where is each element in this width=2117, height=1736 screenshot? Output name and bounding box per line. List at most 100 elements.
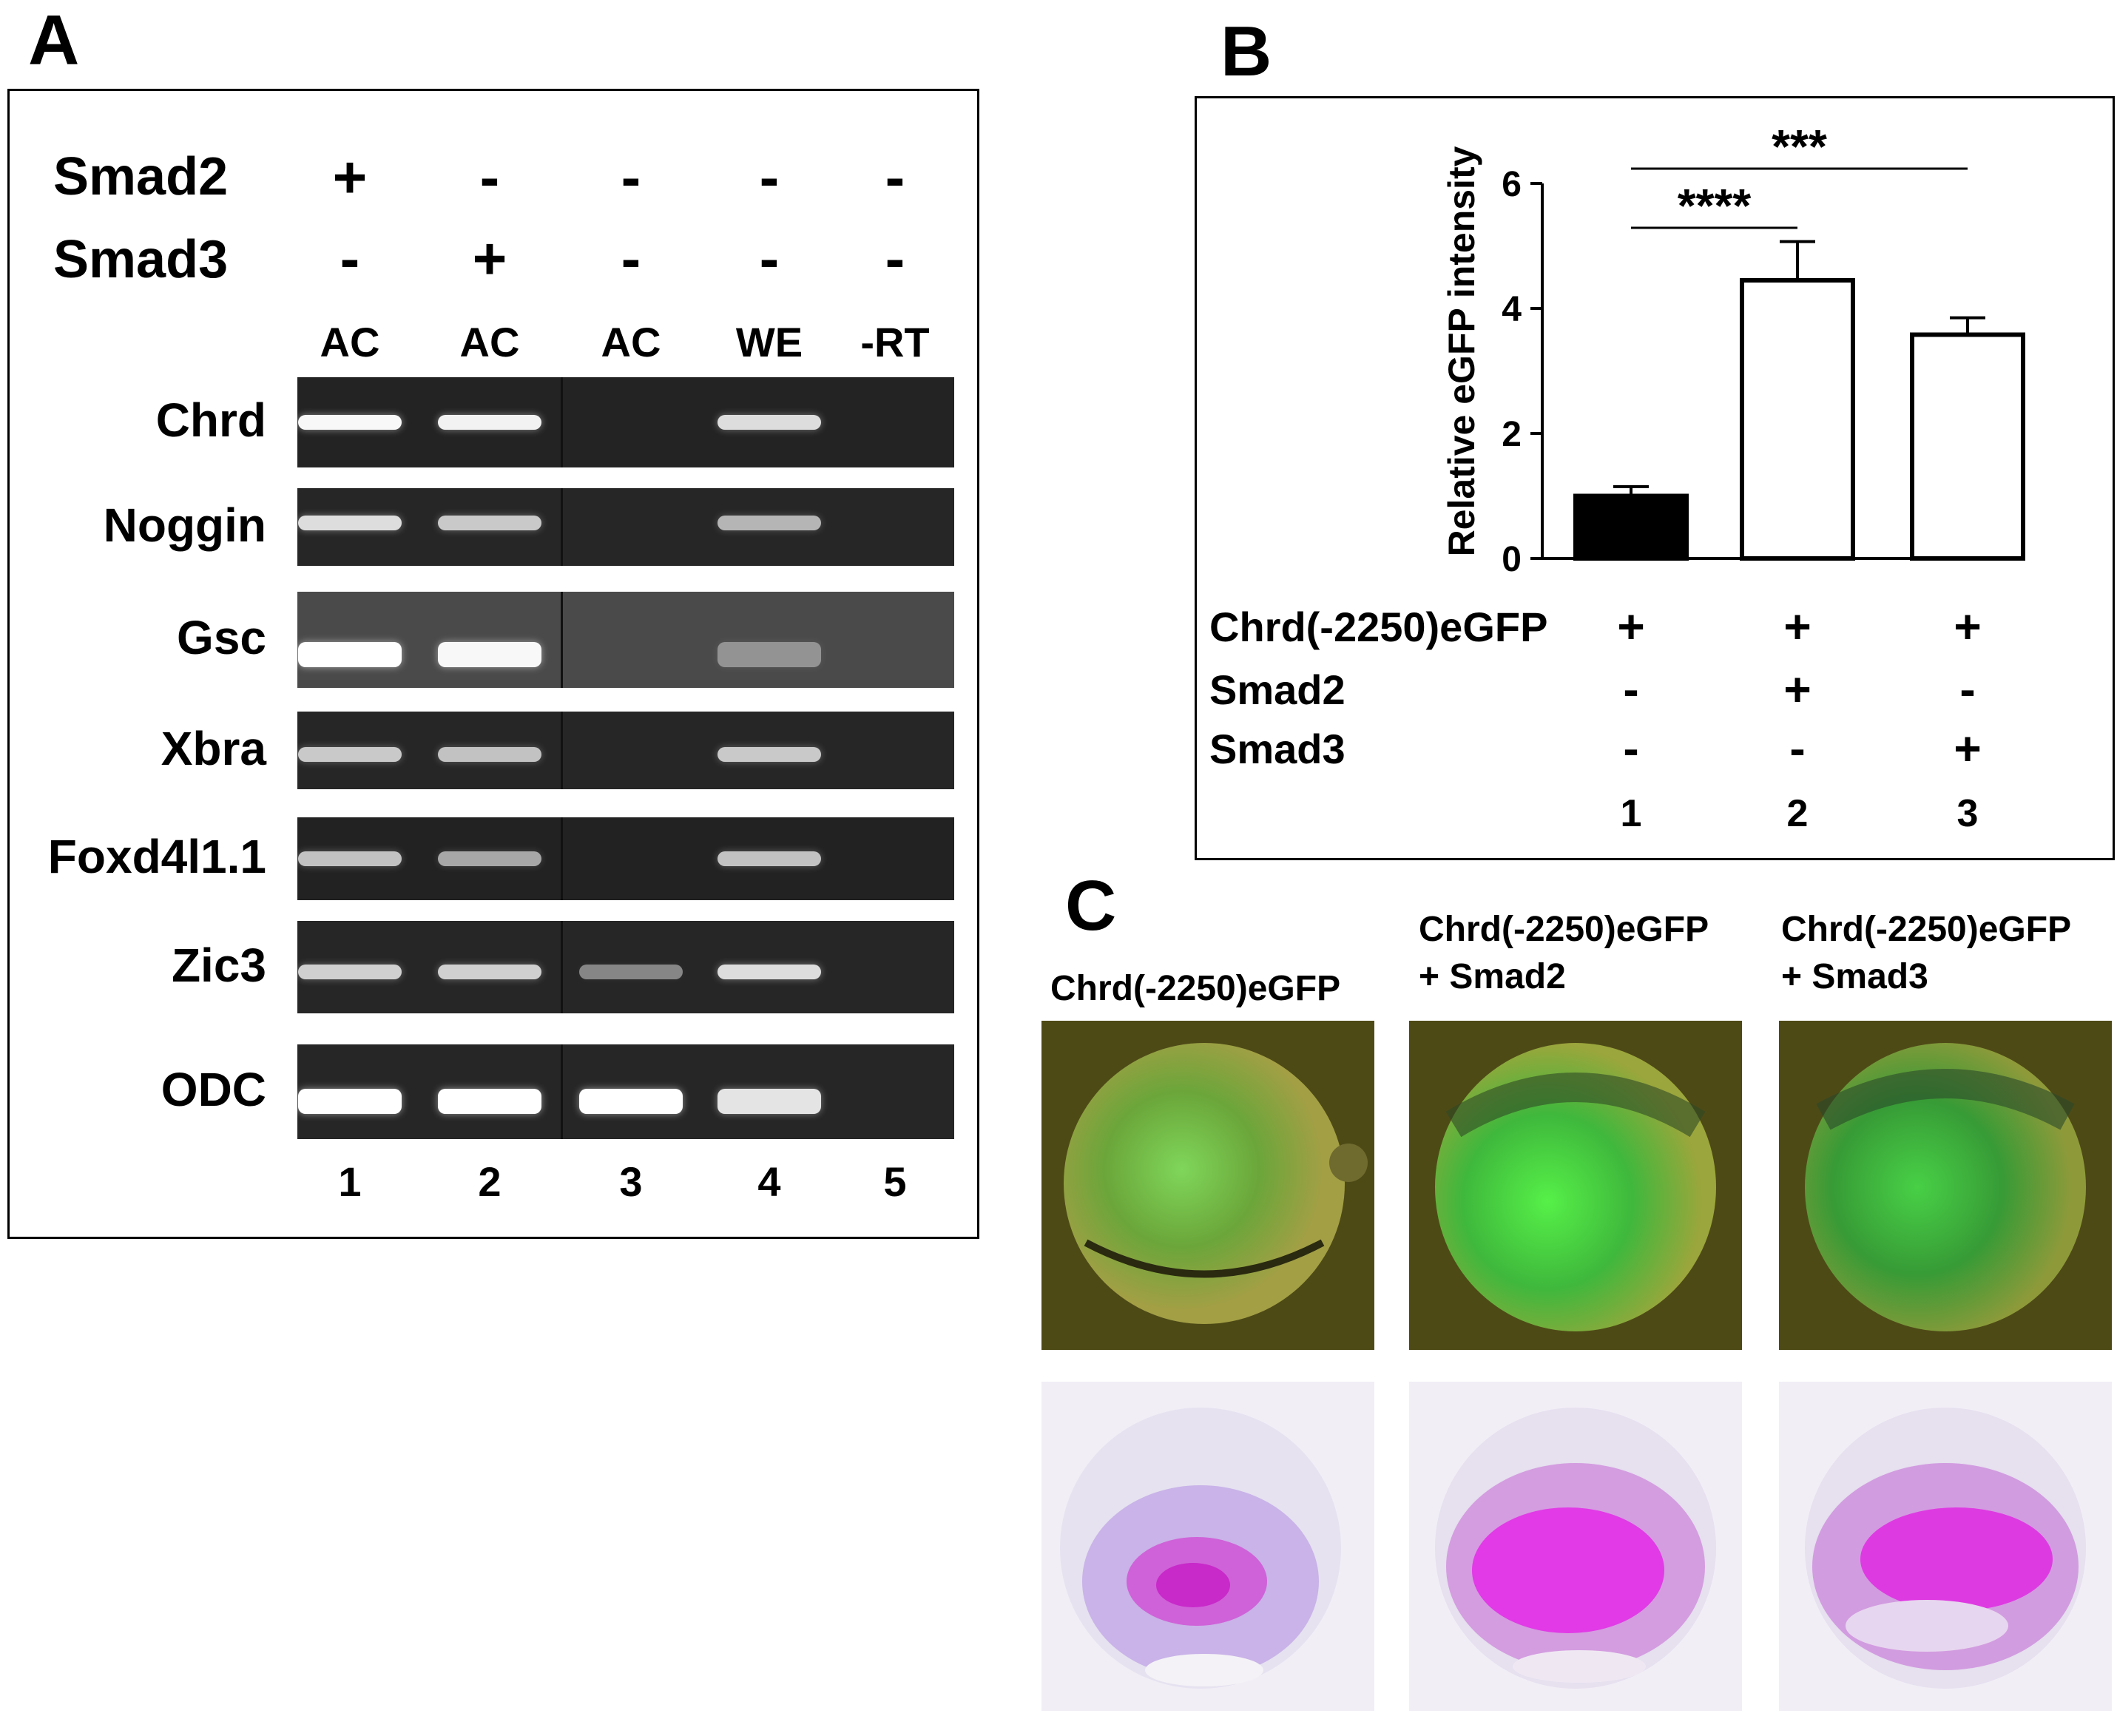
gel-band — [718, 746, 821, 762]
caption-2: Chrd(-2250)eGFP + Smad2 — [1419, 906, 1709, 1001]
panel-a-letter: A — [28, 1, 80, 80]
condition-lane-number: 3 — [1956, 792, 1979, 835]
smad3-row-label: Smad3 — [53, 230, 229, 289]
gel-band — [298, 964, 402, 979]
condition-sign: + — [1783, 600, 1812, 653]
treatment-sign: - — [621, 226, 641, 291]
gene-label: ODC — [161, 1063, 266, 1116]
caption-2-line1: Chrd(-2250)eGFP — [1419, 910, 1709, 949]
gel-band — [298, 851, 402, 866]
panel-b-letter: B — [1220, 12, 1272, 91]
treatment-sign: - — [759, 144, 780, 210]
gel-divider — [561, 921, 563, 1013]
condition-sign: + — [1783, 663, 1812, 716]
gel-band — [298, 746, 402, 762]
gene-label: Xbra — [161, 721, 266, 775]
condition-row-label: Smad3 — [1209, 726, 1346, 772]
gel-divider — [561, 817, 563, 900]
treatment-sign: - — [621, 144, 641, 210]
gel-band — [298, 1088, 402, 1114]
condition-row-label: Smad2 — [1209, 666, 1346, 713]
gel-band — [718, 964, 821, 979]
treatment-sign: - — [885, 144, 905, 210]
condition-lane-number: 2 — [1786, 792, 1809, 835]
lane-header: AC — [459, 319, 520, 365]
caption-3-line1: Chrd(-2250)eGFP — [1781, 910, 2072, 949]
gel-divider — [561, 712, 563, 789]
gel-band — [438, 415, 541, 430]
insitu-image-3 — [1779, 1382, 2112, 1711]
caption-3: Chrd(-2250)eGFP + Smad3 — [1781, 906, 2071, 1001]
gel-divider — [561, 488, 563, 566]
gel-band — [718, 641, 821, 667]
bar — [1910, 332, 2025, 561]
gel-band — [718, 415, 821, 430]
condition-lane-number: 1 — [1620, 792, 1642, 835]
panel-c-letter: C — [1065, 866, 1117, 945]
gel-strip — [297, 817, 954, 900]
caption-1-line1: Chrd(-2250)eGFP — [1050, 969, 1341, 1008]
gel-band — [298, 415, 402, 430]
bar — [1740, 277, 1855, 561]
y-tick-label: 4 — [1502, 290, 1522, 329]
gel-band — [438, 746, 541, 762]
gel-band — [438, 851, 541, 866]
condition-row-label: Chrd(-2250)eGFP — [1209, 604, 1548, 650]
lane-number: 4 — [757, 1158, 781, 1205]
caption-1: Chrd(-2250)eGFP — [1050, 965, 1340, 1013]
condition-sign: + — [1954, 722, 1982, 775]
gel-divider — [561, 1044, 563, 1139]
gel-band — [438, 1088, 541, 1114]
condition-sign: + — [1954, 600, 1982, 653]
gfp-image-2 — [1409, 1021, 1742, 1350]
treatment-sign: - — [885, 226, 905, 291]
treatment-sign: - — [340, 226, 360, 291]
gene-label: Zic3 — [171, 938, 266, 992]
y-tick-label: 6 — [1502, 165, 1522, 204]
insitu-image-1 — [1041, 1382, 1374, 1711]
condition-sign: - — [1623, 663, 1639, 716]
gene-label: Chrd — [155, 394, 266, 447]
lane-number: 2 — [478, 1158, 502, 1205]
gel-band — [718, 851, 821, 866]
gel-strip — [297, 488, 954, 566]
significance-label: *** — [1772, 120, 1827, 173]
treatment-sign: - — [759, 226, 780, 291]
gel-band — [579, 1088, 683, 1114]
gene-label: Gsc — [177, 611, 266, 664]
gfp-image-1 — [1041, 1021, 1374, 1350]
gene-label: Noggin — [103, 498, 266, 552]
gel-divider — [561, 377, 563, 467]
gel-divider — [561, 592, 563, 688]
gel-band — [579, 964, 683, 979]
lane-number: 1 — [338, 1158, 362, 1205]
condition-sign: - — [1623, 722, 1639, 775]
gene-label: Foxd4l1.1 — [47, 830, 266, 883]
gel-band — [438, 516, 541, 531]
lane-number: 5 — [883, 1158, 907, 1205]
treatment-sign: - — [479, 144, 500, 210]
bar — [1573, 493, 1689, 561]
condition-sign: - — [1789, 722, 1806, 775]
caption-2-line2: + Smad2 — [1419, 957, 1566, 996]
y-tick-label: 0 — [1502, 540, 1522, 579]
lane-header: AC — [320, 319, 380, 365]
lane-header: WE — [735, 319, 803, 365]
gel-band — [438, 641, 541, 667]
caption-3-line2: + Smad3 — [1781, 957, 1928, 996]
gel-band — [718, 516, 821, 531]
gel-strip — [297, 592, 954, 688]
y-tick-label: 2 — [1502, 415, 1522, 454]
smad2-row-label: Smad2 — [53, 147, 229, 206]
lane-number: 3 — [619, 1158, 643, 1205]
lane-header: -RT — [860, 319, 930, 365]
condition-sign: + — [1617, 600, 1645, 653]
insitu-image-2 — [1409, 1382, 1742, 1711]
condition-sign: - — [1959, 663, 1976, 716]
gfp-image-3 — [1779, 1021, 2112, 1350]
gel-band — [298, 516, 402, 531]
gel-band — [718, 1088, 821, 1114]
significance-label: **** — [1678, 179, 1752, 232]
treatment-sign: + — [472, 226, 507, 291]
